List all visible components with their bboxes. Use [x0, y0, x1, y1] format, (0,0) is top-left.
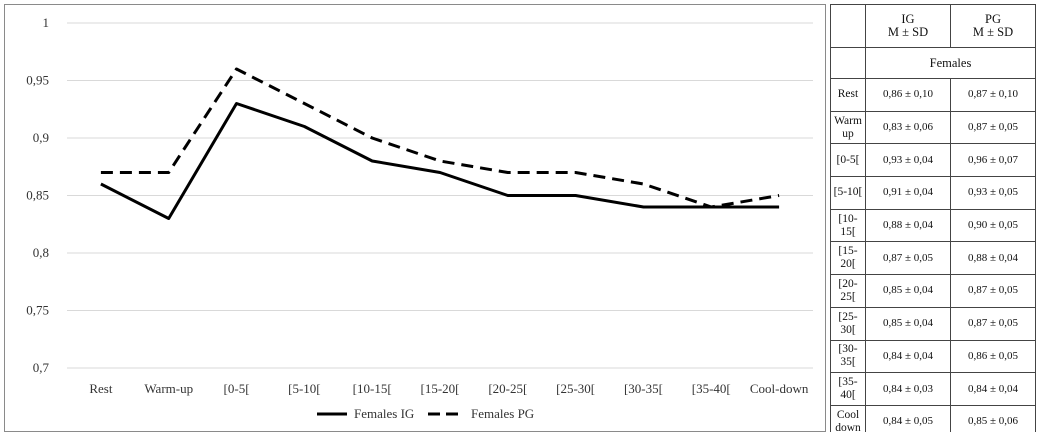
line-chart: 1 0,95 0,9 0,85 0,8 0,75 0,7 Rest Warm-up [0-5[ [5…	[26, 15, 813, 421]
stats-table-panel: IG M ± SD PG M ± SD Females Rest 0,86 ± 0…	[830, 4, 1036, 432]
x-tick-label: [15-20[	[421, 381, 460, 396]
header-ig-label: IG	[901, 12, 915, 26]
row-pg-cell: 0,85 ± 0,06	[950, 404, 1036, 432]
row-ig-cell: 0,85 ± 0,04	[865, 274, 951, 308]
row-ig-cell: 0,84 ± 0,04	[865, 339, 951, 374]
chart-panel: 1 0,95 0,9 0,85 0,8 0,75 0,7 Rest Warm-up [0-5[ [5…	[4, 4, 826, 432]
row-ig-cell: 0,84 ± 0,03	[865, 372, 951, 406]
table-row: [20-25[0,85 ± 0,04 0,87 ± 0,05	[830, 274, 1036, 308]
y-tick-label: 0,8	[33, 245, 49, 260]
table-row: [25-30[0,85 ± 0,04 0,87 ± 0,05	[830, 306, 1036, 341]
row-label-cell: [0-5[	[830, 143, 866, 178]
y-tick-label: 0,9	[33, 130, 49, 145]
table-header-row: IG M ± SD PG M ± SD	[830, 4, 1036, 48]
row-pg-cell: 0,87 ± 0,05	[950, 110, 1036, 145]
header-ig-cell: IG M ± SD	[865, 4, 951, 48]
table-row: [30-35[0,84 ± 0,04 0,86 ± 0,05	[830, 339, 1036, 374]
x-tick-label: [25-30[	[556, 381, 595, 396]
x-tick-label: [30-35[	[624, 381, 663, 396]
table-row: Rest 0,86 ± 0,10 0,87 ± 0,10	[830, 78, 1036, 112]
header-pg-stat: M ± SD	[972, 25, 1014, 39]
row-label-cell: [5-10[	[830, 176, 866, 210]
table-row: [15-20[0,87 ± 0,05 0,88 ± 0,04	[830, 241, 1036, 276]
row-pg-cell: 0,87 ± 0,05	[950, 306, 1036, 341]
row-label-cell: [20-25[	[830, 274, 866, 308]
group-blank-cell	[830, 47, 866, 79]
row-label-cell: Cool down	[830, 404, 866, 432]
row-label-cell: [15-20[	[830, 241, 866, 276]
row-pg-cell: 0,86 ± 0,05	[950, 339, 1036, 374]
row-pg-cell: 0,84 ± 0,04	[950, 372, 1036, 406]
header-pg-label: PG	[985, 12, 1001, 26]
header-blank-cell	[830, 4, 866, 48]
table-row: [5-10[0,91 ± 0,04 0,93 ± 0,05	[830, 176, 1036, 210]
x-tick-label: [35-40[	[692, 381, 731, 396]
row-label-cell: [35-40[	[830, 372, 866, 406]
row-ig-cell: 0,84 ± 0,05	[865, 404, 951, 432]
row-label-cell: [30-35[	[830, 339, 866, 374]
table-row: Cool down 0,84 ± 0,05 0,85 ± 0,06	[830, 404, 1036, 432]
row-label-cell: [25-30[	[830, 306, 866, 341]
x-tick-label: Cool-down	[750, 381, 809, 396]
row-label-cell: [10-15[	[830, 208, 866, 243]
y-tick-label: 0,85	[26, 188, 49, 203]
table-row: [35-40[0,84 ± 0,03 0,84 ± 0,04	[830, 372, 1036, 406]
x-tick-label: Rest	[89, 381, 113, 396]
x-tick-label: [5-10[	[288, 381, 321, 396]
row-ig-cell: 0,83 ± 0,06	[865, 110, 951, 145]
header-pg-cell: PG M ± SD	[950, 4, 1036, 48]
table-row: [10-15[0,88 ± 0,04 0,90 ± 0,05	[830, 208, 1036, 243]
row-ig-cell: 0,91 ± 0,04	[865, 176, 951, 210]
table-group-row: Females	[830, 47, 1036, 79]
legend-label: Females IG	[354, 406, 414, 421]
row-ig-cell: 0,87 ± 0,05	[865, 241, 951, 276]
group-label-cell: Females	[865, 47, 1036, 79]
row-pg-cell: 0,88 ± 0,04	[950, 241, 1036, 276]
row-pg-cell: 0,87 ± 0,10	[950, 78, 1036, 112]
x-tick-label: [10-15[	[353, 381, 392, 396]
row-ig-cell: 0,85 ± 0,04	[865, 306, 951, 341]
header-ig-stat: M ± SD	[887, 25, 929, 39]
y-tick-label: 0,7	[33, 360, 50, 375]
series-line-females-ig	[100, 102, 780, 220]
x-tick-label: Warm-up	[144, 381, 193, 396]
row-label-cell: Rest	[830, 78, 866, 112]
row-pg-cell: 0,87 ± 0,05	[950, 274, 1036, 308]
stats-table: IG M ± SD PG M ± SD Females Rest 0,86 ± 0…	[830, 4, 1036, 432]
row-ig-cell: 0,88 ± 0,04	[865, 208, 951, 243]
legend-label: Females PG	[471, 406, 534, 421]
row-pg-cell: 0,90 ± 0,05	[950, 208, 1036, 243]
table-row: [0-5[0,93 ± 0,04 0,96 ± 0,07	[830, 143, 1036, 178]
x-tick-label: [0-5[	[224, 381, 250, 396]
row-ig-cell: 0,86 ± 0,10	[865, 78, 951, 112]
row-pg-cell: 0,93 ± 0,05	[950, 176, 1036, 210]
x-tick-label: [20-25[	[488, 381, 527, 396]
y-tick-label: 1	[43, 15, 50, 30]
y-tick-label: 0,75	[26, 303, 49, 318]
row-label-cell: Warm up	[830, 110, 866, 145]
y-tick-label: 0,95	[26, 73, 49, 88]
row-ig-cell: 0,93 ± 0,04	[865, 143, 951, 178]
table-row: Warm up 0,83 ± 0,06 0,87 ± 0,05	[830, 110, 1036, 145]
row-pg-cell: 0,96 ± 0,07	[950, 143, 1036, 178]
